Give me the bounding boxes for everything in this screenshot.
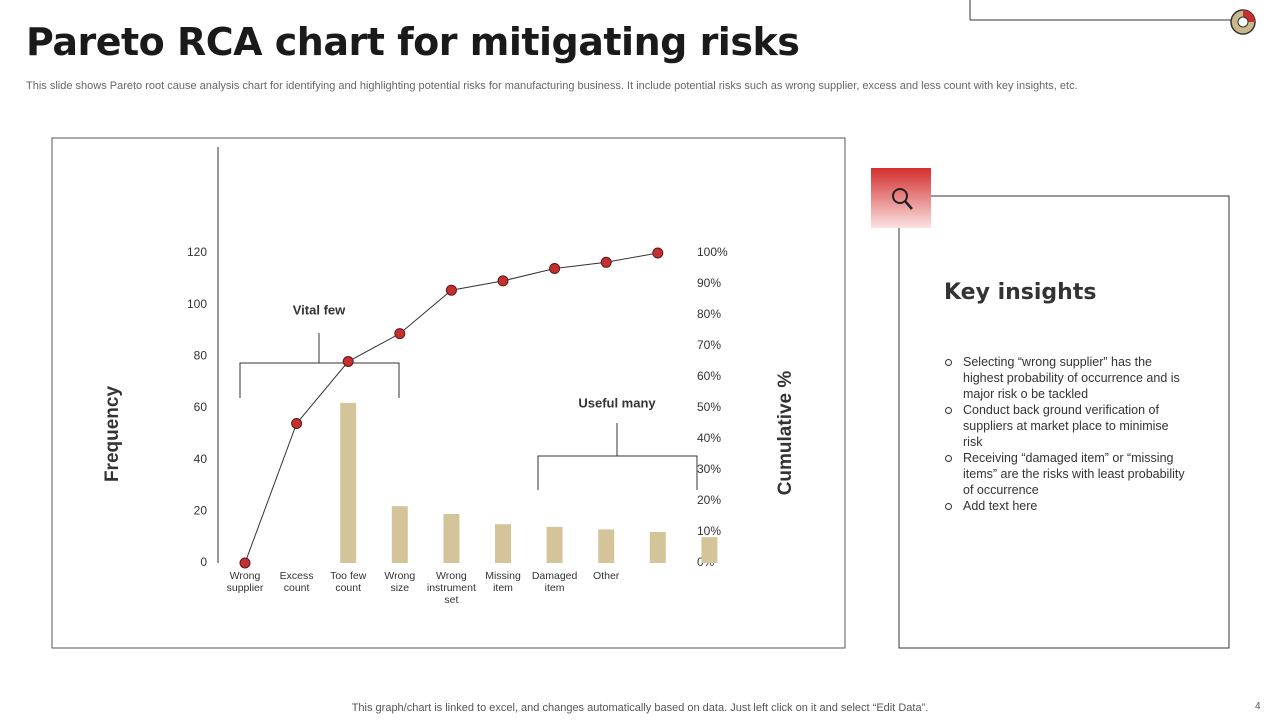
insights-frame — [898, 195, 1230, 649]
y2-tick-label: 70% — [697, 338, 721, 352]
line-marker — [652, 247, 664, 259]
insight-item: Conduct back ground verification of supp… — [944, 402, 1189, 450]
y-tick-label: 100 — [187, 297, 207, 311]
y2-tick-label: 30% — [697, 462, 721, 476]
x-tick-label: Missing item — [485, 570, 521, 594]
x-tick-label: Wrong size — [384, 570, 416, 594]
bar — [598, 529, 615, 563]
y-tick-label: 80 — [194, 349, 208, 363]
x-tick-label: Excess count — [279, 570, 314, 594]
y-tick-label: 120 — [187, 245, 207, 259]
bar — [340, 402, 357, 563]
title: Pareto RCA chart for mitigating risks — [26, 20, 800, 64]
footer: This graph/chart is linked to excel, and… — [351, 702, 929, 714]
insight-item: Add text here — [944, 498, 1189, 514]
bar — [701, 537, 718, 563]
y2-tick-label: 50% — [697, 400, 721, 414]
y2-tick-label: 20% — [697, 493, 721, 507]
bar — [649, 532, 666, 563]
y2-axis-label: Cumulative % — [775, 371, 796, 496]
line-marker — [291, 418, 303, 429]
insight-icon — [892, 188, 908, 204]
y2-tick-label: 100% — [697, 245, 728, 259]
y2-tick-label: 90% — [697, 276, 721, 290]
insight-item: Selecting “wrong supplier” has the highe… — [944, 354, 1189, 402]
bar — [495, 524, 511, 563]
y-tick-label: 40 — [194, 452, 208, 466]
y-tick-label: 20 — [194, 504, 208, 518]
insights-heading: Key insights — [944, 280, 1097, 305]
subtitle: This slide shows Pareto root cause analy… — [26, 80, 1078, 92]
bracket — [537, 423, 698, 490]
bracket — [239, 333, 400, 398]
x-tick-label: Wrong supplier — [226, 570, 264, 594]
insight-item: Receiving “damaged item” or “missing ite… — [944, 450, 1189, 498]
line-marker — [445, 284, 457, 296]
page-number: 4 — [1255, 701, 1261, 712]
annotation: Useful many — [578, 395, 656, 410]
y2-tick-label: 60% — [697, 369, 721, 383]
x-tick-label: Damaged item — [531, 570, 578, 594]
line-marker — [394, 328, 406, 340]
annotation: Vital few — [293, 302, 346, 317]
insight-icon — [904, 200, 913, 210]
x-tick-label: Other — [593, 570, 620, 582]
x-tick-label: Too few count — [330, 570, 367, 594]
chart-frame — [51, 137, 846, 649]
insights-list: Selecting “wrong supplier” has the highe… — [944, 354, 1189, 514]
x-tick-label: Wrong instrument set — [426, 570, 476, 606]
line-marker — [549, 263, 561, 274]
line-marker — [239, 557, 251, 569]
bar — [443, 513, 460, 563]
y2-tick-label: 40% — [697, 431, 721, 445]
bar — [391, 506, 408, 563]
line-marker — [497, 275, 509, 287]
insight-icon — [871, 168, 931, 228]
deco-icon — [1237, 16, 1249, 28]
y2-tick-label: 10% — [697, 524, 721, 538]
y-tick-label: 60 — [194, 400, 208, 414]
y-tick-label: 0 — [200, 555, 207, 569]
y-axis-label: Frequency — [102, 386, 123, 483]
bar — [546, 526, 563, 563]
y2-tick-label: 80% — [697, 307, 721, 321]
line-marker — [600, 256, 612, 268]
line-marker — [342, 356, 354, 367]
